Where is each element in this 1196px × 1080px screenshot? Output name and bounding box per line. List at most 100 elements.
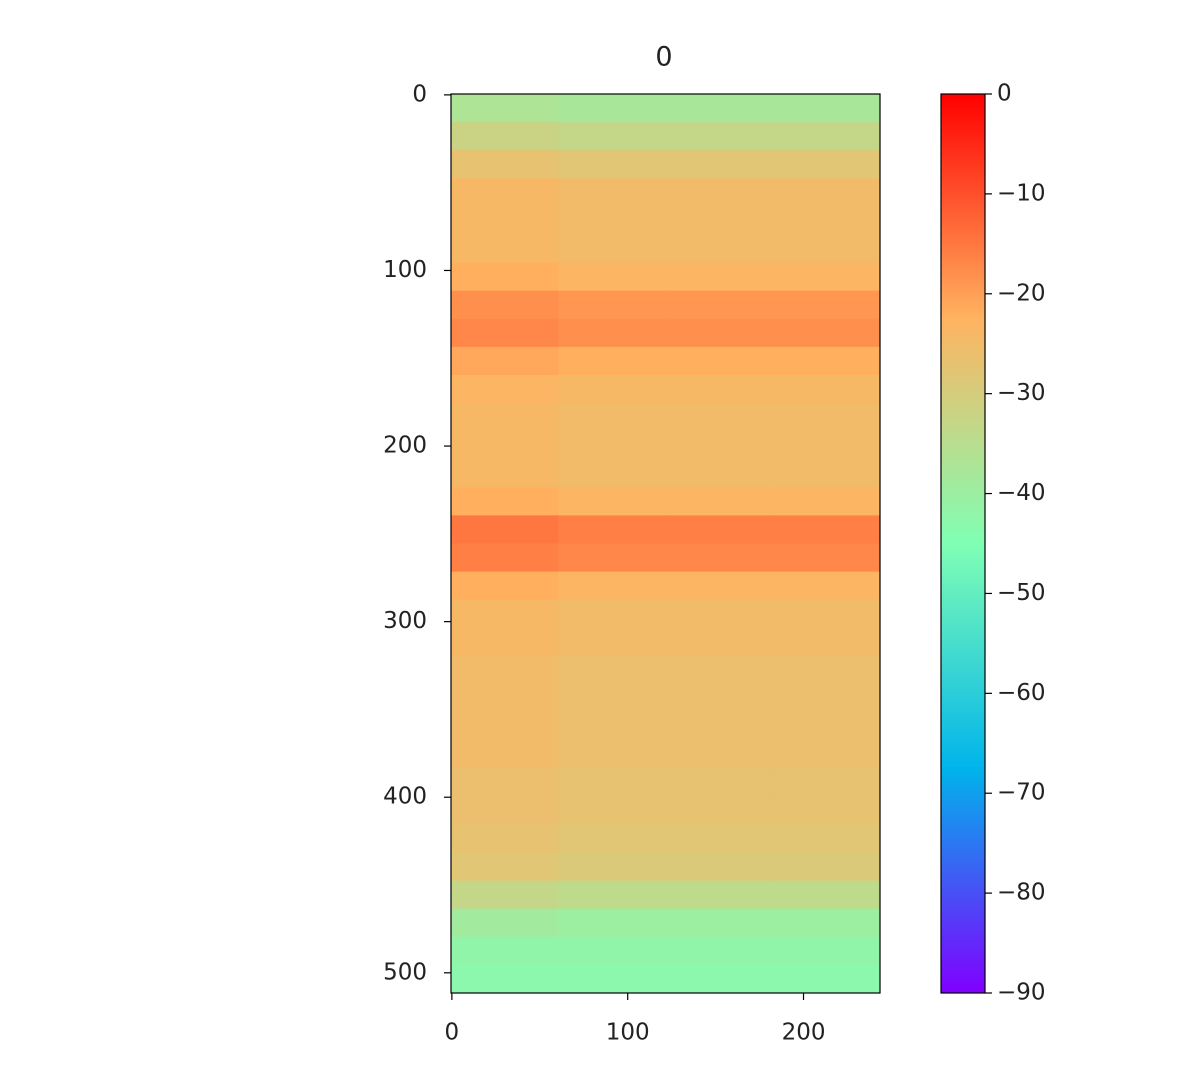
heatmap-cell bbox=[451, 374, 559, 404]
colorbar-tick-label: −60 bbox=[997, 680, 1046, 706]
heatmap-cell bbox=[772, 599, 881, 629]
heatmap-cell bbox=[558, 346, 666, 376]
heatmap-cell bbox=[558, 374, 666, 404]
heatmap-cell bbox=[558, 740, 666, 769]
heatmap-cell bbox=[558, 627, 666, 657]
colorbar bbox=[940, 93, 986, 994]
heatmap-cell bbox=[451, 627, 559, 657]
heatmap-cell bbox=[558, 290, 666, 320]
plot-frame bbox=[450, 93, 881, 994]
heatmap-cell bbox=[665, 712, 774, 741]
heatmap-cell bbox=[665, 571, 774, 601]
x-tick-label: 0 bbox=[445, 1020, 460, 1046]
heatmap-cell bbox=[665, 346, 774, 376]
colorbar-tick-label: −40 bbox=[997, 480, 1046, 506]
heatmap-cell bbox=[558, 571, 666, 601]
heatmap-cell bbox=[772, 459, 881, 488]
colorbar-tick-label: −70 bbox=[997, 780, 1046, 806]
heatmap-cell bbox=[451, 318, 559, 348]
heatmap-cell bbox=[451, 571, 559, 601]
heatmap-cell bbox=[451, 290, 559, 320]
heatmap-cell bbox=[558, 796, 666, 825]
heatmap-cell bbox=[665, 543, 774, 573]
heatmap-cell bbox=[451, 515, 559, 544]
heatmap-cell bbox=[772, 824, 881, 854]
y-tick-label: 200 bbox=[383, 433, 427, 459]
heatmap-cell bbox=[558, 94, 666, 123]
heatmap-cell bbox=[772, 150, 881, 179]
heatmap-cell bbox=[665, 206, 774, 235]
heatmap-cell bbox=[665, 487, 774, 516]
heatmap-cell bbox=[665, 768, 774, 797]
heatmap-cell bbox=[665, 599, 774, 629]
heatmap-cell bbox=[772, 431, 881, 460]
heatmap-cell bbox=[772, 122, 881, 151]
heatmap-cell bbox=[772, 768, 881, 797]
heatmap-cell bbox=[665, 122, 774, 151]
heatmap-cell bbox=[772, 964, 881, 994]
heatmap-cell bbox=[558, 178, 666, 207]
heatmap-cell bbox=[772, 515, 881, 544]
chart-title: 0 bbox=[655, 42, 672, 73]
heatmap-cell bbox=[665, 683, 774, 713]
heatmap-cell bbox=[558, 150, 666, 179]
heatmap-cell bbox=[558, 206, 666, 235]
heatmap-cell bbox=[772, 936, 881, 966]
heatmap-cell bbox=[772, 655, 881, 685]
heatmap-cell bbox=[451, 403, 559, 432]
heatmap-cell bbox=[451, 768, 559, 797]
heatmap-cell bbox=[665, 796, 774, 825]
heatmap-cell bbox=[558, 599, 666, 629]
heatmap-cell bbox=[665, 290, 774, 320]
heatmap-cell bbox=[665, 262, 774, 292]
heatmap-cell bbox=[772, 234, 881, 264]
heatmap-cell bbox=[772, 374, 881, 404]
heatmap-cell bbox=[558, 683, 666, 713]
heatmap-cell bbox=[772, 627, 881, 657]
heatmap-cell bbox=[451, 150, 559, 179]
colorbar-tick-label: −20 bbox=[997, 280, 1046, 306]
heatmap-cell bbox=[558, 543, 666, 573]
heatmap-cell bbox=[772, 403, 881, 432]
colorbar-tick-label: 0 bbox=[997, 81, 1012, 107]
heatmap-cell bbox=[772, 543, 881, 573]
heatmap-cell bbox=[451, 487, 559, 516]
heatmap-cell bbox=[451, 206, 559, 235]
heatmap-cell bbox=[772, 290, 881, 320]
heatmap-cell bbox=[665, 459, 774, 488]
heatmap-cell bbox=[772, 206, 881, 235]
heatmap-cell bbox=[558, 936, 666, 966]
heatmap-cell bbox=[772, 908, 881, 938]
heatmap-cell bbox=[451, 234, 559, 264]
heatmap-cell bbox=[772, 712, 881, 741]
heatmap-cell bbox=[665, 740, 774, 769]
heatmap-cell bbox=[665, 94, 774, 123]
x-tick-label: 200 bbox=[782, 1020, 826, 1046]
heatmap-cell bbox=[772, 852, 881, 882]
heatmap-cell bbox=[558, 964, 666, 994]
heatmap-cell bbox=[665, 824, 774, 854]
x-tick-label: 100 bbox=[606, 1020, 650, 1046]
heatmap-cell bbox=[451, 431, 559, 460]
heatmap-cell bbox=[451, 262, 559, 292]
heatmap-cell bbox=[451, 599, 559, 629]
heatmap-cell bbox=[558, 908, 666, 938]
heatmap-cell bbox=[665, 908, 774, 938]
heatmap-cell bbox=[665, 234, 774, 264]
heatmap-cell bbox=[772, 683, 881, 713]
colorbar-tick-label: −50 bbox=[997, 580, 1046, 606]
heatmap-cell bbox=[665, 627, 774, 657]
heatmap-cell bbox=[772, 178, 881, 207]
heatmap-cell bbox=[558, 262, 666, 292]
heatmap-cell bbox=[558, 234, 666, 264]
heatmap-cell bbox=[772, 487, 881, 516]
heatmap-cell bbox=[451, 543, 559, 573]
heatmap-cell bbox=[665, 178, 774, 207]
y-tick-label: 100 bbox=[383, 257, 427, 283]
heatmap-cell bbox=[665, 515, 774, 544]
heatmap-cell bbox=[558, 487, 666, 516]
heatmap-cell bbox=[665, 936, 774, 966]
heatmap-cell bbox=[451, 122, 559, 151]
heatmap-cell bbox=[665, 964, 774, 994]
